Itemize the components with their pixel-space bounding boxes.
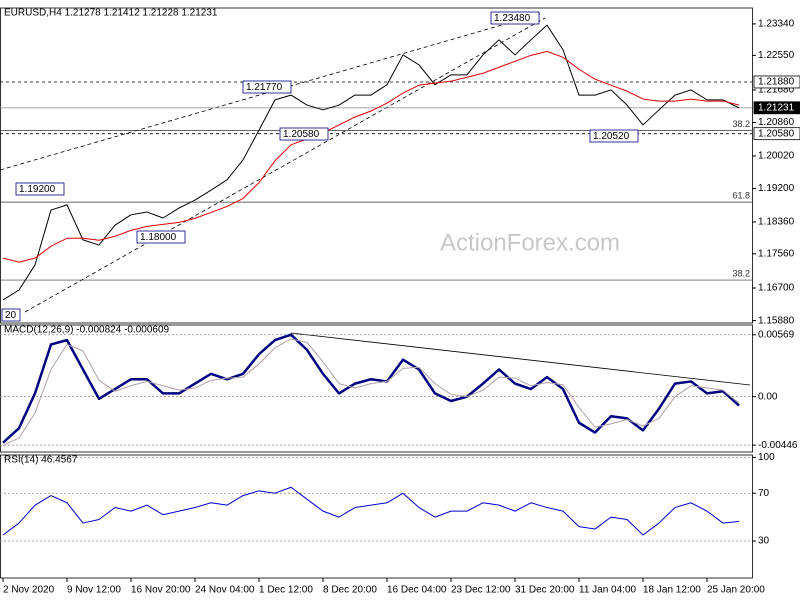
panel-title: RSI(14) 46.4567 <box>4 455 78 466</box>
annotation-box <box>15 182 65 196</box>
y-tick-label: 1.20860 <box>758 117 795 128</box>
panel-title: EURUSD,H4 1.21278 1.21412 1.21228 1.2123… <box>4 8 218 19</box>
series-line <box>2 486 740 536</box>
annotation-label: 20 <box>5 310 17 321</box>
x-tick-label: 1 Dec 12:00 <box>259 585 313 596</box>
panel-frame <box>0 324 753 453</box>
y-tick-label: 1.23340 <box>758 19 795 30</box>
y-tick-label: 1.19200 <box>758 183 795 194</box>
y-tick-label: 0.00569 <box>758 329 795 340</box>
annotation-label: 1.20520 <box>593 131 630 142</box>
series-line <box>2 24 740 301</box>
x-tick-label: 8 Dec 20:00 <box>323 585 377 596</box>
series-line <box>2 50 740 263</box>
price-level-label: 1.20580 <box>758 128 795 139</box>
x-tick-label: 25 Jan 20:00 <box>707 585 765 596</box>
x-tick-label: 11 Jan 04:00 <box>579 585 637 596</box>
price-level-box <box>753 101 800 115</box>
annotation-box <box>242 80 292 94</box>
price-level-box <box>753 75 800 89</box>
x-tick-label: 24 Nov 04:00 <box>195 585 255 596</box>
y-tick-label: 30 <box>758 536 770 547</box>
y-tick-label: 1.15880 <box>758 315 795 326</box>
x-tick-label: 18 Jan 12:00 <box>643 585 701 596</box>
x-tick-label: 2 Nov 2020 <box>3 585 55 596</box>
panel-frame <box>0 454 753 579</box>
y-tick-label: 1.22550 <box>758 50 795 61</box>
y-tick-label: 1.21680 <box>758 85 795 96</box>
y-tick-label: 1.18360 <box>758 217 795 228</box>
price-level-label: 1.21880 <box>758 77 795 88</box>
annotation-box <box>1 308 21 322</box>
y-tick-label: 1.20020 <box>758 151 795 162</box>
y-tick-label: 70 <box>758 488 770 499</box>
annotation-box <box>589 129 639 143</box>
watermark: ActionForex.com <box>440 229 620 256</box>
x-tick-label: 31 Dec 20:00 <box>515 585 575 596</box>
price-level-box <box>753 127 800 141</box>
annotation-label: 1.18000 <box>140 232 177 243</box>
x-tick-label: 23 Dec 12:00 <box>451 585 511 596</box>
y-tick-label: 1.16700 <box>758 283 795 294</box>
panel-frame <box>0 7 753 324</box>
price-level-label: 1.21231 <box>758 102 795 113</box>
annotation-label: 1.20580 <box>283 129 320 140</box>
x-tick-label: 16 Nov 20:00 <box>131 585 191 596</box>
annotation-box <box>490 11 540 25</box>
y-tick-label: -0.00446 <box>758 440 798 451</box>
annotation-label: 1.19200 <box>19 184 56 195</box>
fib-label: 61.8 <box>732 190 750 200</box>
series-line <box>2 338 740 447</box>
y-tick-label: 1.17560 <box>758 248 795 259</box>
y-tick-label: 100 <box>758 452 775 463</box>
panel-title: MACD(12,26,9) -0.000824 -0.000609 <box>4 325 170 336</box>
annotation-label: 1.21770 <box>246 82 283 93</box>
x-tick-label: 16 Dec 04:00 <box>387 585 447 596</box>
annotation-label: 1.23480 <box>494 13 531 24</box>
annotation-box <box>279 127 329 141</box>
y-tick-label: 0.00 <box>758 391 778 402</box>
channel-lower <box>24 17 546 313</box>
fib-label: 38.2 <box>732 268 750 278</box>
series-line <box>2 333 740 444</box>
annotation-box <box>136 230 186 244</box>
x-tick-label: 9 Nov 12:00 <box>67 585 121 596</box>
macd-trendline <box>290 332 751 386</box>
fib-label: 38.2 <box>732 119 750 129</box>
